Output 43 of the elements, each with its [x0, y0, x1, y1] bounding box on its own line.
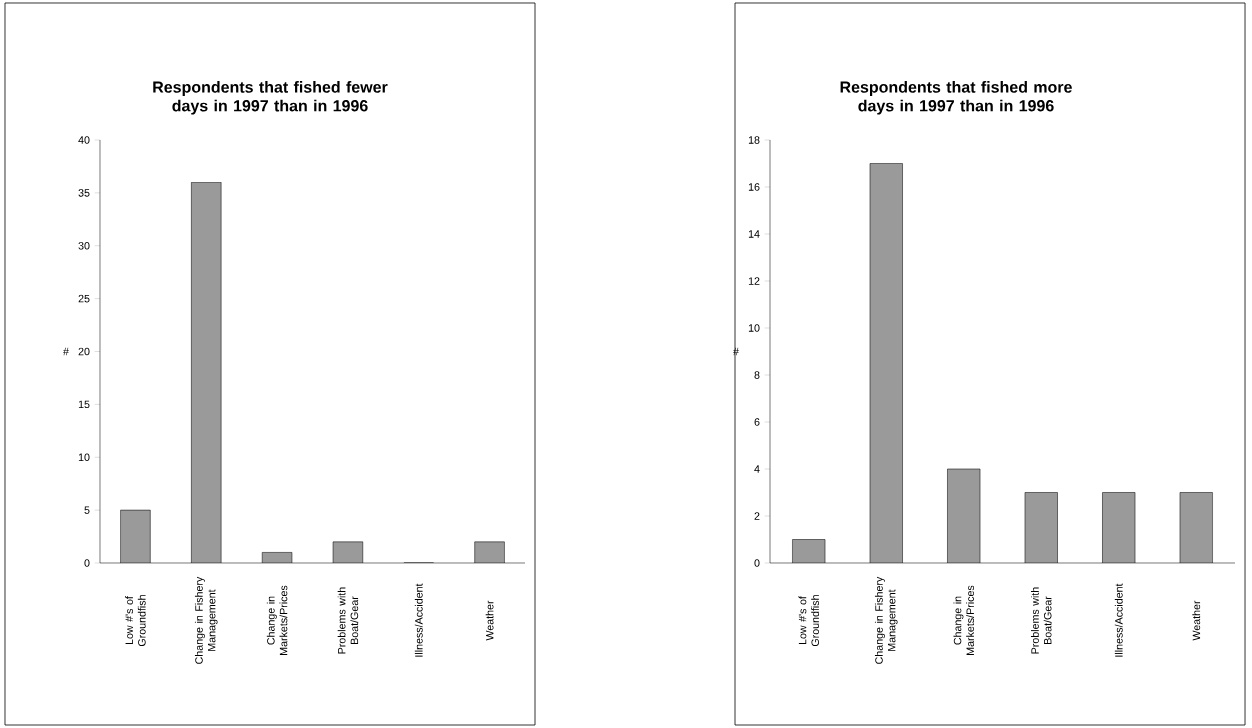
x-tick-label: Change in Fishery Management: [874, 576, 898, 664]
x-tick-label: Change in Fishery Management: [194, 576, 218, 664]
y-tick-label: 0: [84, 559, 90, 567]
x-tick-label: Illness/Accident: [1114, 583, 1123, 657]
x-tick-label: Weather: [485, 600, 494, 641]
bar: [947, 469, 981, 563]
y-axis-title: #: [733, 347, 739, 356]
x-tick-label: Low #'s of Groundfish: [125, 595, 146, 647]
chart-title: Respondents that fished fewer days in 1997 than in 1996: [153, 81, 388, 115]
x-tick-label: Problems with Boat/Gear: [337, 587, 359, 654]
bar: [1024, 492, 1058, 563]
x-tick-label: Problems with Boat/Gear: [1031, 587, 1052, 654]
x-tick-label: Weather: [1192, 600, 1201, 641]
x-tick-label: Illness/Accident: [414, 583, 423, 657]
x-tick-label: Low #'s of Groundfish: [798, 595, 820, 647]
y-tick-label: 25: [78, 294, 90, 303]
y-tick-label: 20: [78, 347, 90, 356]
y-tick-label: 4: [754, 465, 760, 473]
bar: [1179, 492, 1213, 563]
chart-title: Respondents that fished more days in 1997 than in 1996: [840, 81, 1072, 115]
bar: [120, 510, 151, 563]
y-tick-label: 40: [78, 136, 90, 144]
y-tick-label: 12: [748, 277, 760, 285]
y-tick-label: 35: [78, 189, 90, 197]
y-tick-label: 30: [78, 241, 90, 250]
y-tick-label: 5: [84, 506, 90, 514]
bar: [869, 163, 903, 563]
bar: [191, 182, 222, 563]
x-tick-label: Change in Markets/Prices: [953, 585, 975, 655]
y-tick-label: 10: [78, 453, 90, 462]
bar: [1102, 492, 1136, 563]
y-tick-label: 15: [78, 400, 90, 409]
y-tick-label: 10: [748, 324, 760, 332]
y-axis-title: #: [63, 347, 69, 356]
y-tick-label: 6: [754, 418, 760, 426]
x-tick-label: Change in Markets/Prices: [266, 585, 288, 655]
y-tick-label: 8: [754, 371, 760, 379]
y-tick-label: 18: [748, 136, 760, 144]
y-tick-label: 16: [748, 183, 760, 191]
y-tick-label: 14: [748, 230, 760, 238]
y-tick-label: 2: [754, 512, 760, 520]
y-tick-label: 0: [754, 559, 760, 567]
bar: [474, 541, 505, 563]
